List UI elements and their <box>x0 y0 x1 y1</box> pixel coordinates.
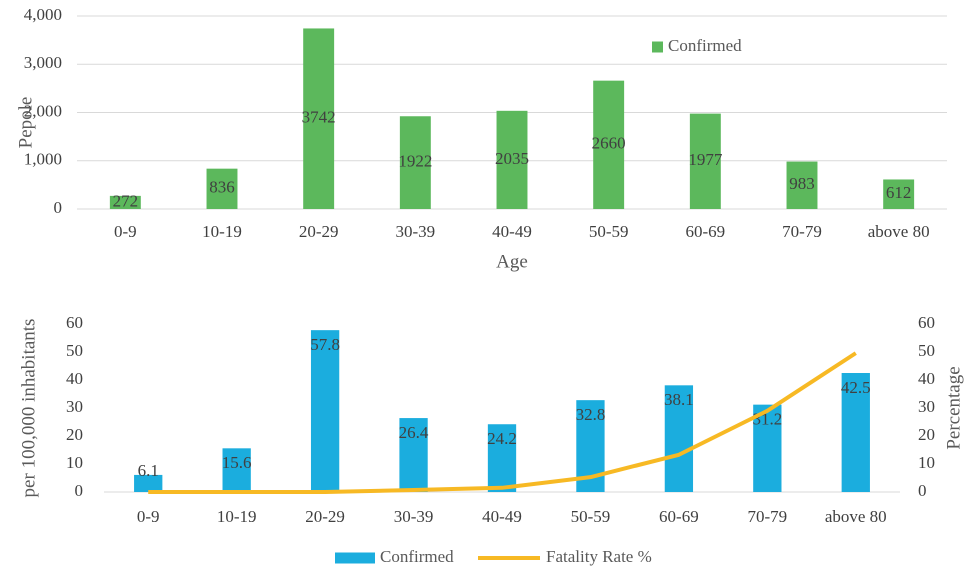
data-label: 983 <box>789 174 815 193</box>
bar <box>303 28 335 209</box>
bar <box>399 418 428 492</box>
y2-axis-title: Percentage <box>943 366 964 449</box>
data-label: 1922 <box>398 152 432 171</box>
x-tick-label: above 80 <box>825 507 887 526</box>
bar <box>664 385 694 492</box>
x-tick-label: 30-39 <box>394 507 434 526</box>
x-tick-label: 0-9 <box>137 507 160 526</box>
bar <box>496 110 528 209</box>
bar <box>109 195 141 209</box>
y-axis-title: Pepole <box>15 97 36 149</box>
bar <box>206 168 238 209</box>
data-label: 15.6 <box>222 453 252 472</box>
data-label: 1977 <box>688 150 723 169</box>
y-tick-label: 2,000 <box>24 101 62 120</box>
data-label: 612 <box>886 183 912 202</box>
x-tick-label: 60-69 <box>685 222 725 241</box>
bar <box>310 330 340 492</box>
x-tick-label: 50-59 <box>589 222 629 241</box>
data-label: 24.2 <box>487 429 517 448</box>
x-tick-label: 30-39 <box>395 222 435 241</box>
data-label: 32.8 <box>576 405 606 424</box>
legend-swatch <box>652 41 663 53</box>
bar <box>399 116 431 209</box>
x-tick-label: 0-9 <box>114 222 137 241</box>
data-label: 272 <box>113 191 139 210</box>
legend-label: Confirmed <box>380 547 454 566</box>
y-tick-label: 20 <box>66 425 83 444</box>
data-label: 2035 <box>495 149 529 168</box>
x-tick-label: 40-49 <box>492 222 532 241</box>
bar <box>689 113 721 209</box>
y2-tick-label: 30 <box>918 397 935 416</box>
y2-tick-label: 0 <box>918 481 927 500</box>
y-tick-label: 40 <box>66 369 83 388</box>
y-tick-label: 50 <box>66 341 83 360</box>
bar <box>134 474 163 492</box>
data-label: 42.5 <box>841 378 871 397</box>
y2-tick-label: 50 <box>918 341 935 360</box>
x-tick-label: 20-29 <box>305 507 345 526</box>
y-tick-label: 0 <box>54 198 63 217</box>
legend-swatch <box>335 552 375 564</box>
y-tick-label: 1,000 <box>24 150 62 169</box>
data-label: 6.1 <box>138 461 159 480</box>
x-axis-title: Age <box>496 251 528 272</box>
bar <box>841 373 870 492</box>
line <box>148 351 857 494</box>
x-tick-label: 50-59 <box>571 507 611 526</box>
y2-tick-label: 20 <box>918 425 935 444</box>
x-tick-label: 20-29 <box>299 222 339 241</box>
x-tick-label: 40-49 <box>482 507 522 526</box>
data-label: 38.1 <box>664 390 694 409</box>
bar <box>753 404 782 492</box>
y-tick-label: 3,000 <box>24 53 62 72</box>
x-tick-label: above 80 <box>868 222 930 241</box>
legend-label: Fatality Rate % <box>546 547 652 566</box>
y2-tick-label: 40 <box>918 369 935 388</box>
bar <box>593 80 625 209</box>
y-axis-title: per 100,000 inhabitants <box>18 319 39 498</box>
bar <box>786 161 818 209</box>
y2-tick-label: 10 <box>918 453 935 472</box>
y-tick-label: 0 <box>75 481 84 500</box>
bar <box>487 424 517 492</box>
x-tick-label: 70-79 <box>782 222 822 241</box>
y-tick-label: 60 <box>66 313 83 332</box>
data-label: 836 <box>209 178 235 197</box>
x-tick-label: 10-19 <box>202 222 242 241</box>
data-label: 26.4 <box>399 423 429 442</box>
legend-label: Confirmed <box>668 36 742 55</box>
y-tick-label: 10 <box>66 453 83 472</box>
data-label: 57.8 <box>310 335 340 354</box>
bar <box>883 179 915 209</box>
bar <box>222 448 251 492</box>
data-label: 3742 <box>302 108 336 127</box>
x-tick-label: 60-69 <box>659 507 699 526</box>
y2-tick-label: 60 <box>918 313 935 332</box>
x-tick-label: 10-19 <box>217 507 257 526</box>
data-label: 2660 <box>592 134 626 153</box>
y-tick-label: 4,000 <box>24 5 62 24</box>
y-tick-label: 30 <box>66 397 83 416</box>
x-tick-label: 70-79 <box>747 507 787 526</box>
